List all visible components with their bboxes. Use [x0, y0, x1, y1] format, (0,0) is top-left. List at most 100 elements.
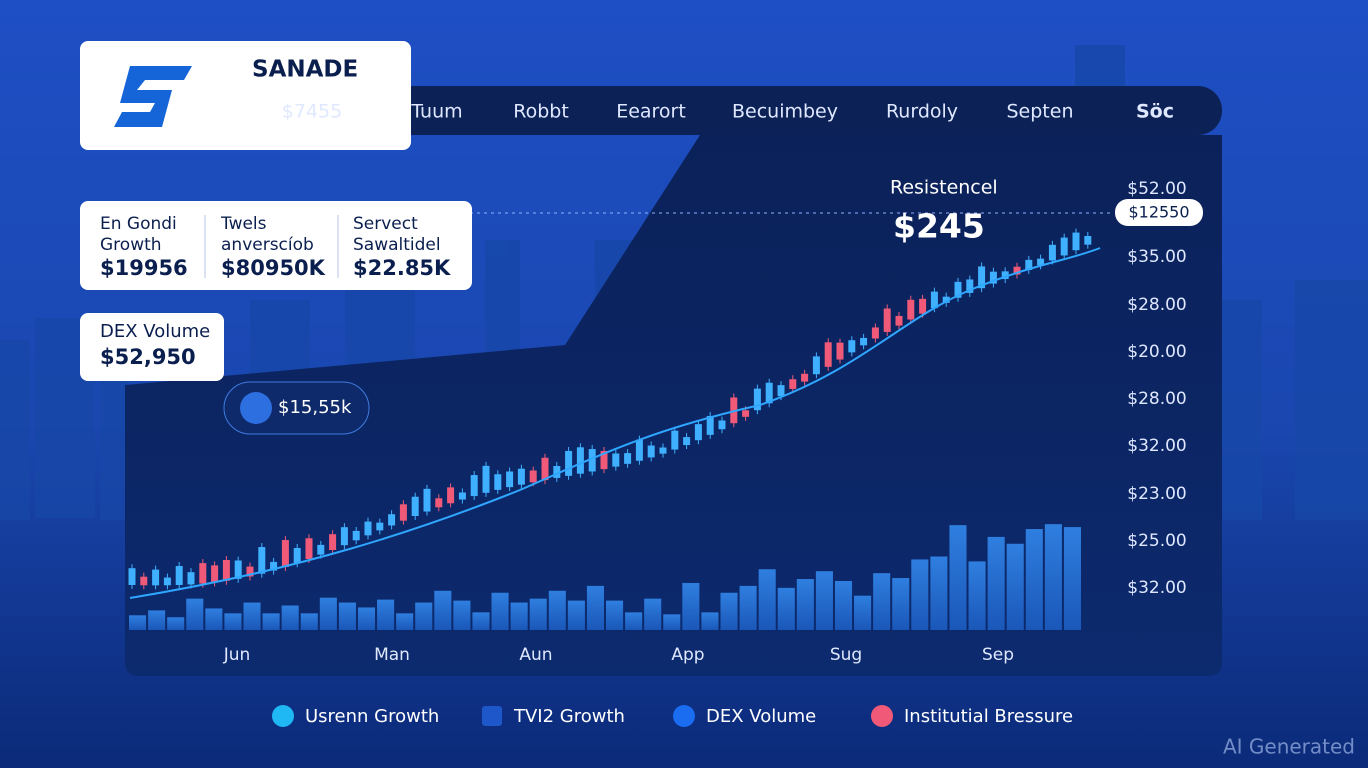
candle — [848, 340, 856, 353]
candle — [517, 468, 525, 485]
legend-swatch — [673, 705, 695, 727]
volume-bar — [205, 608, 223, 630]
volume-bar — [129, 615, 147, 630]
candle — [907, 299, 915, 320]
badge-icon — [240, 392, 272, 424]
candle — [600, 450, 608, 470]
nav-item[interactable]: Söc — [1136, 101, 1174, 123]
candle — [1072, 232, 1080, 251]
volume-bar — [663, 614, 681, 630]
nav-item[interactable]: Septen — [1007, 101, 1074, 123]
candle — [270, 561, 278, 571]
candle — [1001, 271, 1009, 280]
candle — [930, 291, 938, 309]
brand-logo — [114, 66, 192, 127]
stat-value: $22.85K — [353, 256, 451, 280]
dex-value: $52,950 — [100, 345, 196, 369]
volume-bar — [148, 610, 166, 630]
volume-bar — [625, 612, 643, 630]
volume-bar — [396, 613, 414, 630]
volume-bar — [930, 556, 948, 630]
volume-bar — [1025, 529, 1043, 630]
candle — [612, 453, 620, 467]
candle — [470, 475, 478, 497]
candle — [1037, 258, 1045, 266]
y-axis-label: $35.00 — [1127, 247, 1186, 267]
candle — [246, 566, 254, 577]
candle — [1025, 259, 1033, 270]
nav-item[interactable]: Eearort — [616, 101, 686, 123]
stat-value: $19956 — [100, 256, 188, 280]
stat-label: anverscíob — [221, 235, 314, 255]
volume-bar — [644, 598, 662, 630]
resistance-label: Resistencel — [890, 177, 998, 199]
x-axis-label: Aun — [519, 645, 552, 665]
volume-bar — [968, 561, 986, 630]
volume-bar — [377, 599, 395, 630]
volume-bar — [873, 573, 891, 630]
dex-label: DEX Volume — [100, 321, 210, 342]
volume-bar — [262, 613, 280, 630]
volume-bar — [529, 598, 547, 630]
volume-bar — [243, 602, 261, 630]
volume-bar — [548, 590, 566, 630]
volume-bar — [739, 585, 757, 630]
volume-bar — [1044, 524, 1062, 630]
volume-bar — [815, 571, 833, 630]
candle — [635, 439, 643, 461]
volume-bar — [854, 595, 872, 630]
legend-swatch — [482, 706, 502, 726]
dex-card — [80, 313, 224, 381]
candle — [989, 271, 997, 284]
volume-bar — [415, 602, 433, 630]
candle — [1048, 244, 1056, 261]
volume-bar — [949, 525, 967, 630]
volume-bar — [834, 581, 853, 630]
nav-item[interactable]: Robbt — [513, 101, 569, 123]
candle — [919, 298, 927, 314]
y-axis-label: $28.00 — [1127, 295, 1186, 315]
candle — [1060, 237, 1068, 256]
stats-card — [80, 201, 472, 290]
legend-label: TVI2 Growth — [513, 706, 625, 727]
candle — [435, 498, 443, 508]
nav-bar — [228, 86, 1222, 135]
candle — [694, 424, 702, 441]
candle — [376, 522, 384, 531]
price-tag — [1115, 199, 1203, 226]
candle — [576, 447, 584, 474]
volume-bar — [911, 559, 929, 630]
candle — [836, 342, 844, 360]
brand-name: SANADE — [252, 57, 358, 83]
nav-item[interactable]: $7455 — [282, 101, 342, 123]
nav-item[interactable]: Becuimbey — [732, 101, 838, 123]
legend-swatch — [272, 705, 294, 727]
candle — [258, 547, 266, 574]
candle — [777, 385, 785, 397]
volume-bar — [434, 590, 452, 630]
volume-bars — [129, 524, 1081, 630]
candle — [1084, 235, 1092, 245]
candle — [399, 504, 407, 521]
candle — [883, 308, 891, 332]
candle — [458, 492, 466, 500]
nav-item[interactable]: Tuum — [410, 101, 462, 123]
stat-label: Twels — [220, 214, 267, 234]
candle — [565, 450, 573, 476]
candle — [529, 470, 537, 483]
candle — [222, 560, 230, 581]
x-axis-label: Jun — [223, 645, 251, 665]
volume-bar — [167, 617, 185, 630]
candle — [234, 560, 242, 579]
x-axis-label: App — [671, 645, 704, 665]
candles — [128, 228, 1092, 590]
candle — [364, 521, 372, 536]
candle — [305, 538, 313, 560]
candle — [340, 527, 348, 546]
volume-bar — [606, 600, 624, 630]
volume-bar — [319, 597, 337, 630]
candle — [683, 437, 691, 446]
candle — [954, 281, 962, 298]
nav-item[interactable]: Rurdoly — [886, 101, 958, 123]
volume-bar — [777, 587, 795, 630]
